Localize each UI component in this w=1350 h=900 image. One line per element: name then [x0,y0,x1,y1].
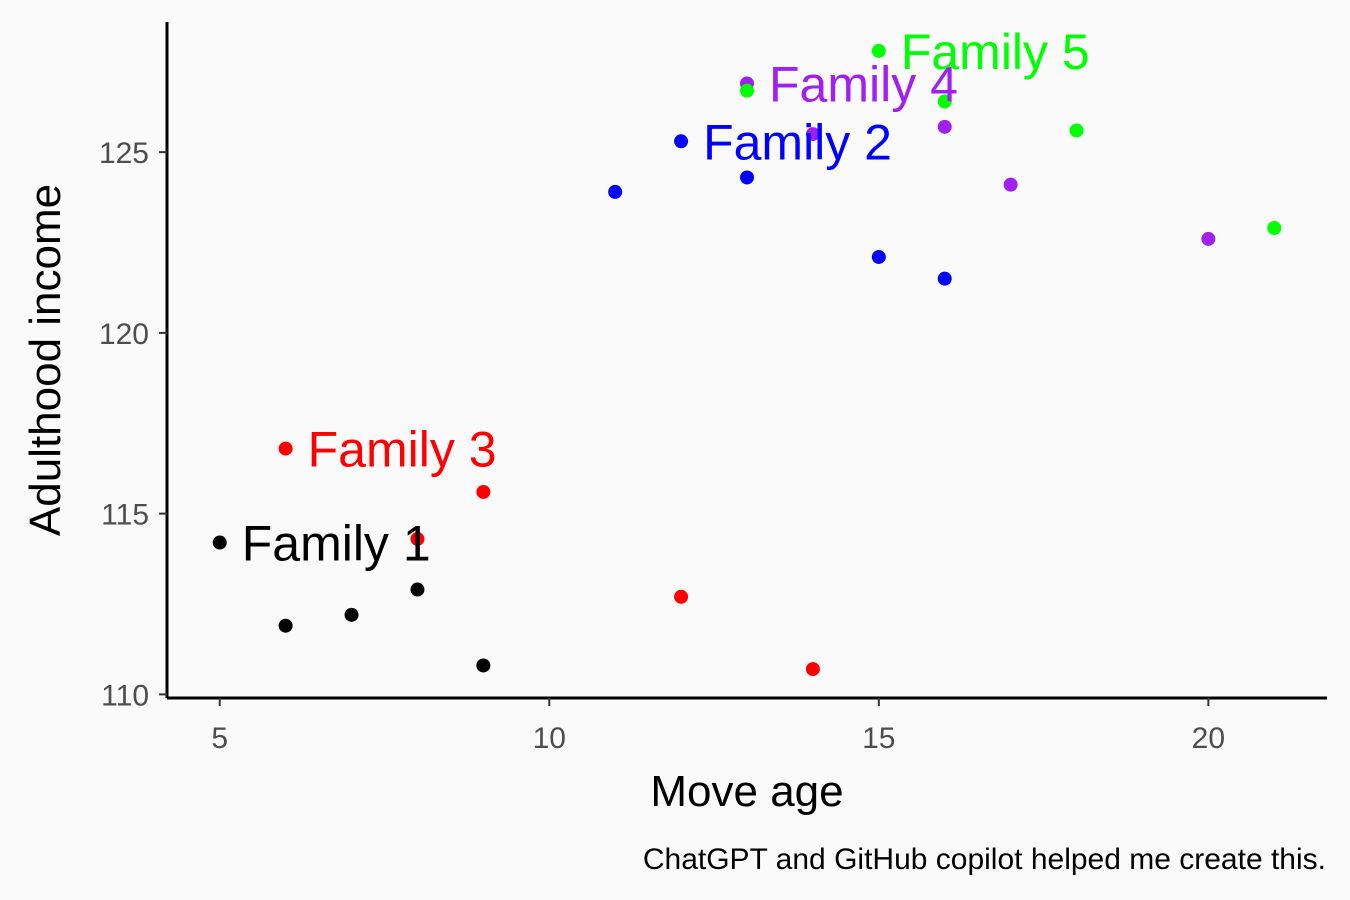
data-point [871,249,886,264]
data-point [476,658,491,673]
data-point [410,582,425,597]
y-axis-ticks: 110 115 120 125 [99,137,167,712]
data-point [476,484,491,499]
data-point [805,127,820,142]
data-point [937,271,952,286]
caption: ChatGPT and GitHub copilot helped me cre… [643,843,1326,876]
points-layer [212,43,1282,677]
x-tick-label: 15 [862,722,895,755]
series-label: Family 2 [703,114,892,170]
x-axis-ticks: 5 10 15 20 [211,698,1225,755]
data-point [608,184,623,199]
series-label: Family 5 [901,24,1090,80]
series-label: Family 1 [242,516,431,572]
data-point [805,662,820,677]
data-point [1267,221,1282,236]
data-point [278,441,293,456]
x-tick-label: 20 [1192,722,1225,755]
series-label: Family 3 [308,422,497,478]
data-point [278,618,293,633]
data-point [1003,177,1018,192]
x-tick-label: 10 [533,722,566,755]
y-tick-label: 110 [101,679,149,712]
data-point [1069,123,1084,138]
data-point [1201,231,1216,246]
data-point [410,531,425,546]
data-point [344,607,359,622]
y-axis-title: Adulthood income [21,184,70,536]
data-point [740,170,754,185]
x-axis-title: Move age [650,767,843,816]
data-point [674,589,689,604]
y-tick-label: 125 [99,137,149,170]
data-point [740,83,754,98]
x-tick-label: 5 [211,722,228,755]
y-tick-label: 115 [101,499,149,532]
y-tick-label: 120 [99,318,149,351]
data-point [871,43,886,58]
data-point [937,119,952,134]
data-point [674,134,689,149]
series-label: Family 4 [769,56,958,112]
data-point [212,535,227,550]
data-point [937,94,952,109]
